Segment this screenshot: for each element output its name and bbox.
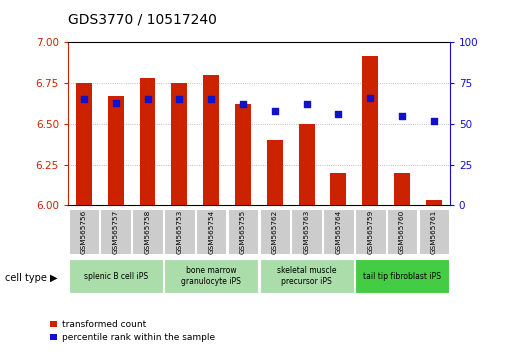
Bar: [172, 83, 187, 205]
Point: [334, 111, 343, 117]
Bar: [164, 209, 195, 255]
Bar: [100, 209, 131, 255]
Text: GSM565759: GSM565759: [367, 210, 373, 254]
Text: GSM565753: GSM565753: [176, 210, 183, 254]
Text: GSM565755: GSM565755: [240, 210, 246, 254]
Bar: [418, 209, 449, 255]
Point: [398, 113, 406, 119]
Point: [366, 95, 374, 101]
Bar: [355, 259, 449, 293]
Text: splenic B cell iPS: splenic B cell iPS: [84, 272, 148, 281]
Bar: [69, 259, 163, 293]
Point: [175, 97, 184, 102]
Bar: [394, 173, 410, 205]
Point: [430, 118, 438, 124]
Bar: [69, 209, 99, 255]
Text: GDS3770 / 10517240: GDS3770 / 10517240: [68, 12, 217, 27]
Bar: [196, 209, 226, 255]
Bar: [426, 200, 442, 205]
Text: GSM565754: GSM565754: [208, 210, 214, 254]
Text: tail tip fibroblast iPS: tail tip fibroblast iPS: [363, 272, 441, 281]
Text: GSM565758: GSM565758: [144, 210, 151, 254]
Bar: [108, 96, 123, 205]
Text: skeletal muscle
precursor iPS: skeletal muscle precursor iPS: [277, 267, 336, 286]
Point: [239, 102, 247, 107]
Bar: [76, 83, 92, 205]
Point: [270, 108, 279, 114]
Bar: [259, 209, 290, 255]
Bar: [323, 209, 354, 255]
Bar: [331, 173, 346, 205]
Bar: [299, 124, 314, 205]
Bar: [267, 140, 283, 205]
Bar: [164, 259, 258, 293]
Text: bone marrow
granulocyte iPS: bone marrow granulocyte iPS: [181, 267, 241, 286]
Bar: [291, 209, 322, 255]
Bar: [228, 209, 258, 255]
Bar: [259, 259, 354, 293]
Text: cell type ▶: cell type ▶: [5, 273, 58, 283]
Text: GSM565761: GSM565761: [431, 210, 437, 254]
Bar: [140, 78, 155, 205]
Text: GSM565756: GSM565756: [81, 210, 87, 254]
Text: GSM565760: GSM565760: [399, 210, 405, 254]
Text: GSM565764: GSM565764: [335, 210, 342, 254]
Bar: [203, 75, 219, 205]
Bar: [355, 209, 385, 255]
Point: [79, 97, 88, 102]
Point: [111, 100, 120, 105]
Bar: [387, 209, 417, 255]
Text: GSM565762: GSM565762: [272, 210, 278, 254]
Bar: [132, 209, 163, 255]
Text: GSM565757: GSM565757: [113, 210, 119, 254]
Bar: [235, 104, 251, 205]
Point: [302, 102, 311, 107]
Point: [207, 97, 215, 102]
Point: [143, 97, 152, 102]
Legend: transformed count, percentile rank within the sample: transformed count, percentile rank withi…: [47, 316, 219, 346]
Text: GSM565763: GSM565763: [304, 210, 310, 254]
Bar: [362, 56, 378, 205]
